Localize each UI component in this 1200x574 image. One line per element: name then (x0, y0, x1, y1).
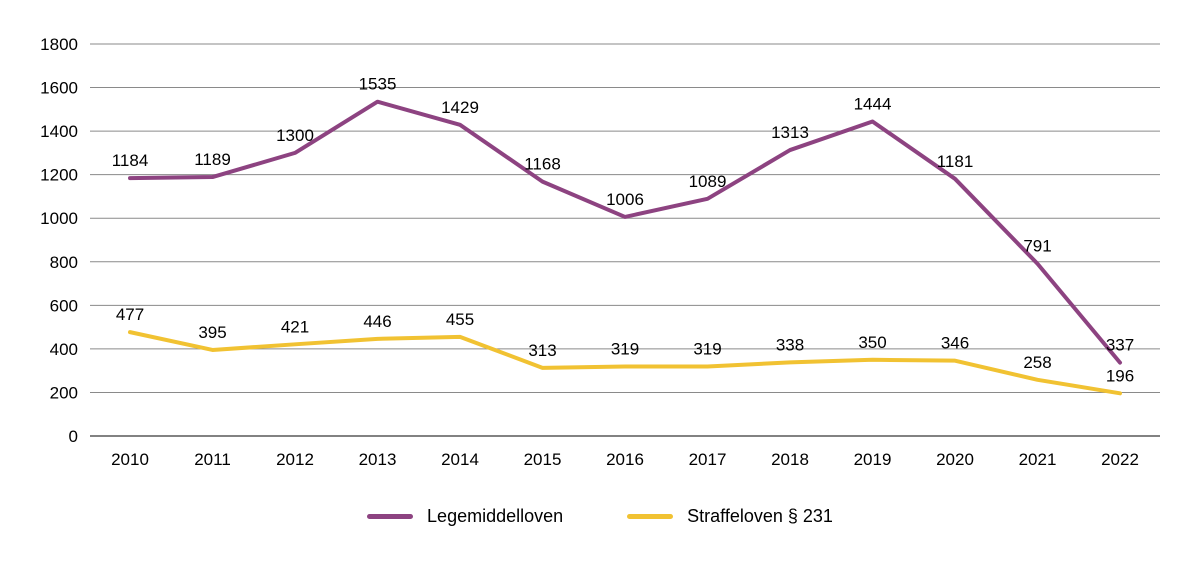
data-label-legemiddelloven: 791 (1023, 237, 1051, 256)
x-tick-label: 2020 (936, 450, 974, 469)
x-tick-label: 2022 (1101, 450, 1139, 469)
data-label-straffeloven-231: 346 (941, 334, 969, 353)
data-label-straffeloven-231: 455 (446, 310, 474, 329)
legend-item-straffeloven: Straffeloven § 231 (627, 506, 833, 527)
x-tick-label: 2018 (771, 450, 809, 469)
data-label-straffeloven-231: 395 (198, 323, 226, 342)
data-label-legemiddelloven: 337 (1106, 336, 1134, 355)
legend-swatch-legemiddelloven (367, 514, 414, 519)
x-tick-label: 2019 (854, 450, 892, 469)
data-label-legemiddelloven: 1300 (276, 126, 314, 145)
data-label-legemiddelloven: 1089 (689, 172, 727, 191)
data-labels: 1184 1189 1300 1535 1429 1168 1006 1089 1313 1444… (112, 75, 1134, 386)
x-tick-label: 2010 (111, 450, 149, 469)
x-tick-label: 2017 (689, 450, 727, 469)
data-label-straffeloven-231: 350 (858, 333, 886, 352)
y-tick-label: 1200 (40, 166, 78, 185)
x-axis-labels: 2010 2011 2012 2013 2014 2015 2016 2017 2018 2019… (111, 450, 1139, 469)
data-label-legemiddelloven: 1444 (854, 95, 892, 114)
y-tick-label: 800 (50, 253, 78, 272)
y-tick-label: 1800 (40, 35, 78, 54)
y-tick-label: 200 (50, 383, 78, 402)
x-tick-label: 2014 (441, 450, 479, 469)
series-line-legemiddelloven (128, 99, 1122, 365)
data-label-straffeloven-231: 446 (363, 312, 391, 331)
data-label-legemiddelloven: 1184 (112, 151, 149, 170)
legend-label-straffeloven: Straffeloven § 231 (687, 506, 833, 526)
data-label-legemiddelloven: 1168 (524, 155, 561, 174)
chart-legend: Legemiddelloven Straffeloven § 231 (0, 506, 1200, 527)
x-tick-label: 2012 (276, 450, 314, 469)
data-label-straffeloven-231: 313 (528, 341, 556, 360)
data-label-straffeloven-231: 319 (693, 340, 721, 359)
data-label-straffeloven-231: 421 (281, 317, 309, 336)
x-tick-label: 2011 (194, 450, 231, 469)
legend-swatch-straffeloven (627, 514, 674, 519)
y-tick-label: 1000 (40, 209, 78, 228)
data-label-legemiddelloven: 1189 (194, 150, 231, 169)
data-label-straffeloven-231: 338 (776, 335, 804, 354)
x-tick-label: 2015 (524, 450, 562, 469)
data-label-legemiddelloven: 1429 (441, 98, 479, 117)
legend-label-legemiddelloven: Legemiddelloven (427, 506, 564, 526)
y-axis-labels: 0 200 400 600 800 1000 1200 1400 1600 1800 (40, 35, 78, 446)
data-label-legemiddelloven: 1535 (359, 75, 397, 94)
data-label-legemiddelloven: 1313 (771, 123, 809, 142)
y-tick-label: 0 (69, 427, 78, 446)
x-tick-label: 2016 (606, 450, 644, 469)
gridlines (90, 43, 1160, 437)
data-label-straffeloven-231: 477 (116, 305, 144, 324)
data-label-straffeloven-231: 196 (1106, 366, 1134, 385)
legend-item-legemiddelloven: Legemiddelloven (367, 506, 563, 527)
y-tick-label: 1600 (40, 79, 78, 98)
y-tick-label: 400 (50, 340, 78, 359)
x-tick-label: 2013 (359, 450, 397, 469)
data-label-straffeloven-231: 319 (611, 340, 639, 359)
y-tick-label: 600 (50, 296, 78, 315)
data-label-legemiddelloven: 1006 (606, 190, 644, 209)
data-label-legemiddelloven: 1181 (937, 152, 974, 171)
series-line-straffeloven-231 (128, 330, 1122, 396)
series-lines (128, 99, 1122, 396)
y-tick-label: 1400 (40, 122, 78, 141)
x-tick-label: 2021 (1019, 450, 1057, 469)
data-label-straffeloven-231: 258 (1023, 353, 1051, 372)
